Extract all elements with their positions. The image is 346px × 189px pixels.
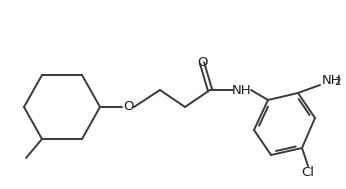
Text: O: O [123, 101, 133, 114]
Text: 2: 2 [334, 77, 340, 87]
Text: Cl: Cl [301, 166, 315, 178]
Text: NH: NH [322, 74, 342, 87]
Text: O: O [197, 56, 207, 68]
Text: NH: NH [232, 84, 252, 97]
